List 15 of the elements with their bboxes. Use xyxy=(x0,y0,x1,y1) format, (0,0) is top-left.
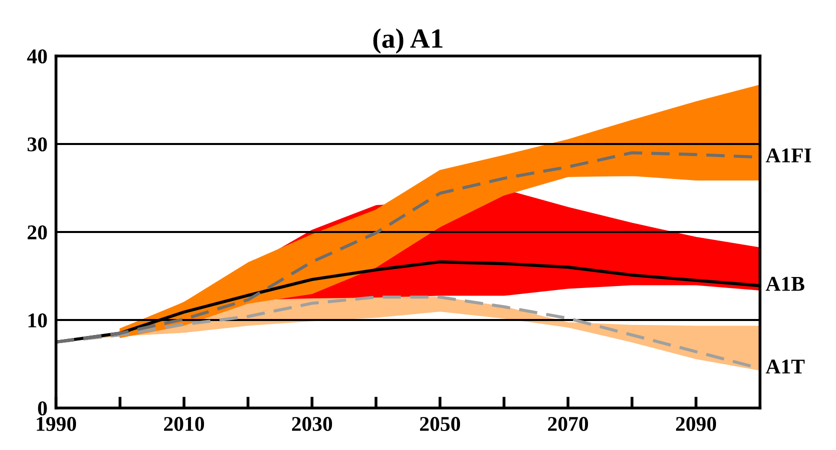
x-tick-label: 2090 xyxy=(676,416,716,431)
series-label: A1B xyxy=(766,276,804,291)
y-tick-label: 10 xyxy=(28,313,47,328)
x-tick-label: 1990 xyxy=(36,416,76,431)
x-tick-label: 2010 xyxy=(164,416,204,431)
y-tick-label: 30 xyxy=(28,137,47,152)
chart-title: (a) A1 xyxy=(373,28,442,54)
x-tick-label: 2030 xyxy=(292,416,332,431)
x-tick-label: 2050 xyxy=(420,416,460,431)
series-label: A1T xyxy=(766,360,805,374)
series-label: A1FI xyxy=(766,148,812,162)
x-tick-label: 2070 xyxy=(548,416,588,431)
y-tick-label: 0 xyxy=(38,401,47,416)
y-tick-label: 20 xyxy=(28,225,47,240)
y-tick-label: 40 xyxy=(27,49,47,64)
